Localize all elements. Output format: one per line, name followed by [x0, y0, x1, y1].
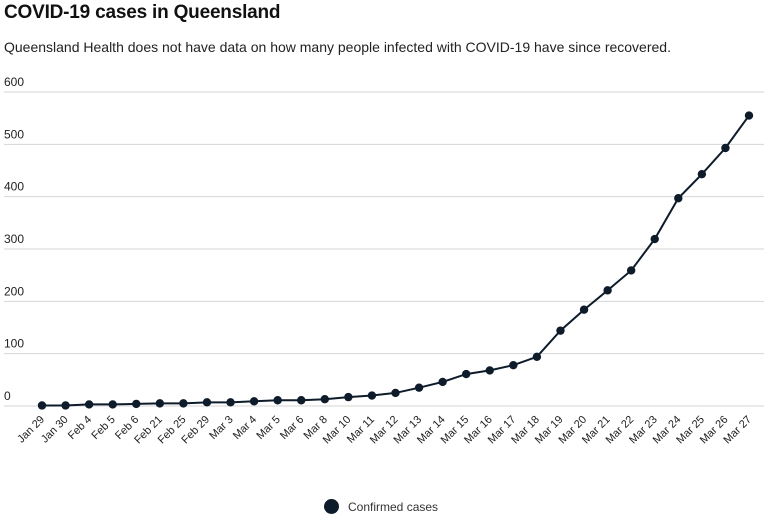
data-point[interactable] [367, 391, 377, 400]
data-point[interactable] [414, 383, 424, 392]
x-tick-label: Mar 6 [278, 414, 306, 442]
y-tick-label: 200 [4, 284, 24, 298]
data-point[interactable] [438, 377, 447, 387]
data-point[interactable] [744, 111, 754, 120]
data-point[interactable] [603, 286, 612, 295]
data-point[interactable] [579, 305, 589, 314]
y-tick-label: 300 [4, 232, 24, 246]
legend-marker-icon [324, 499, 339, 514]
data-point[interactable] [391, 388, 400, 398]
series-points [37, 111, 754, 410]
data-point[interactable] [532, 352, 542, 362]
data-point[interactable] [320, 394, 329, 404]
data-point[interactable] [202, 398, 212, 407]
y-tick-label: 0 [4, 389, 11, 403]
x-tick-label: Mar 3 [207, 414, 235, 442]
data-point[interactable] [556, 326, 565, 335]
y-tick-label: 500 [4, 127, 24, 141]
legend: Confirmed cases [324, 499, 438, 514]
x-tick-label: Mar 5 [254, 414, 282, 442]
chart-subtitle: Queensland Health does not have data on … [4, 39, 671, 55]
data-point[interactable] [37, 401, 47, 410]
x-tick-label: Mar 4 [231, 414, 259, 442]
data-point[interactable] [84, 400, 94, 409]
legend-label: Confirmed cases [348, 499, 439, 514]
y-tick-label: 600 [4, 75, 24, 89]
chart-title: COVID-19 cases in Queensland [4, 2, 281, 23]
data-point[interactable] [155, 399, 165, 408]
x-tick-label: Feb 5 [89, 414, 117, 442]
data-point[interactable] [674, 194, 683, 203]
data-point[interactable] [721, 143, 730, 153]
data-point[interactable] [485, 366, 494, 375]
data-point[interactable] [697, 169, 707, 179]
y-tick-label: 400 [4, 180, 24, 194]
data-point[interactable] [344, 392, 353, 402]
data-point[interactable] [273, 396, 282, 405]
data-point[interactable] [179, 399, 188, 408]
x-tick-label: Jan 30 [39, 414, 71, 446]
gridlines [4, 91, 764, 407]
data-point[interactable] [108, 400, 117, 409]
data-point[interactable] [249, 397, 259, 406]
data-point[interactable] [650, 234, 659, 244]
data-point[interactable] [132, 399, 141, 409]
series-line-confirmed-cases [42, 114, 750, 407]
data-point[interactable] [61, 401, 70, 410]
data-point[interactable] [226, 398, 235, 407]
data-point[interactable] [509, 360, 518, 370]
y-tick-label: 100 [4, 337, 24, 351]
x-tick-label: Feb 4 [66, 414, 94, 442]
data-point[interactable] [462, 369, 471, 379]
y-axis-ticks: 0 100 200 300 400 500 600 [4, 75, 24, 403]
data-point[interactable] [626, 266, 636, 275]
data-point[interactable] [297, 396, 306, 405]
